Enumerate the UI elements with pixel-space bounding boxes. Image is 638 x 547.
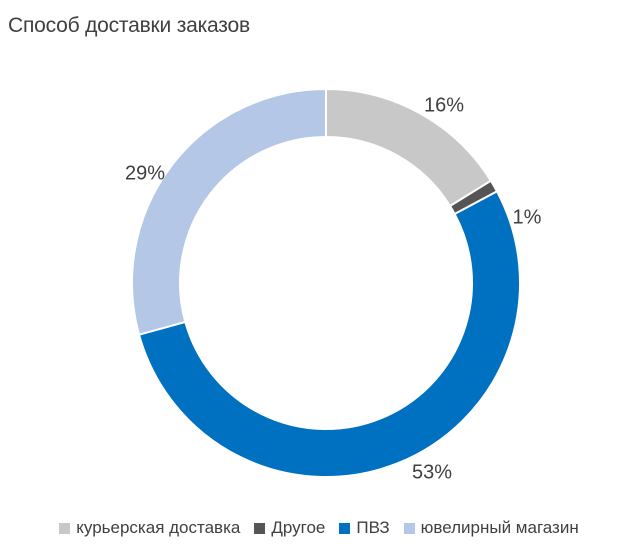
legend-label-1: курьерская доставка: [76, 518, 241, 537]
legend-item-3: ПВЗ: [339, 518, 390, 538]
donut-slice-1: [325, 87, 493, 208]
legend-label-3: ПВЗ: [356, 518, 390, 537]
legend-swatch-3: [339, 522, 351, 534]
legend-item-4: ювелирный магазин: [403, 518, 579, 538]
legend-swatch-1: [59, 522, 71, 534]
donut-slice-4: [131, 87, 327, 336]
legend-swatch-2: [254, 522, 266, 534]
slice-label-2: 1%: [513, 206, 542, 228]
slice-label-4: 29%: [125, 162, 165, 184]
chart-title: Способ доставки заказов: [8, 14, 250, 37]
legend-item-1: курьерская доставка: [59, 518, 240, 538]
legend-swatch-4: [403, 522, 415, 534]
slice-label-3: 53%: [412, 461, 452, 483]
legend-label-4: ювелирный магазин: [420, 518, 579, 537]
chart-legend: курьерская доставка Другое ПВЗ ювелирный ма…: [0, 518, 638, 538]
legend-label-2: Другое: [271, 518, 326, 537]
slice-label-1: 16%: [424, 94, 464, 116]
legend-item-2: Другое: [254, 518, 325, 538]
donut-slice-3: [137, 190, 521, 478]
